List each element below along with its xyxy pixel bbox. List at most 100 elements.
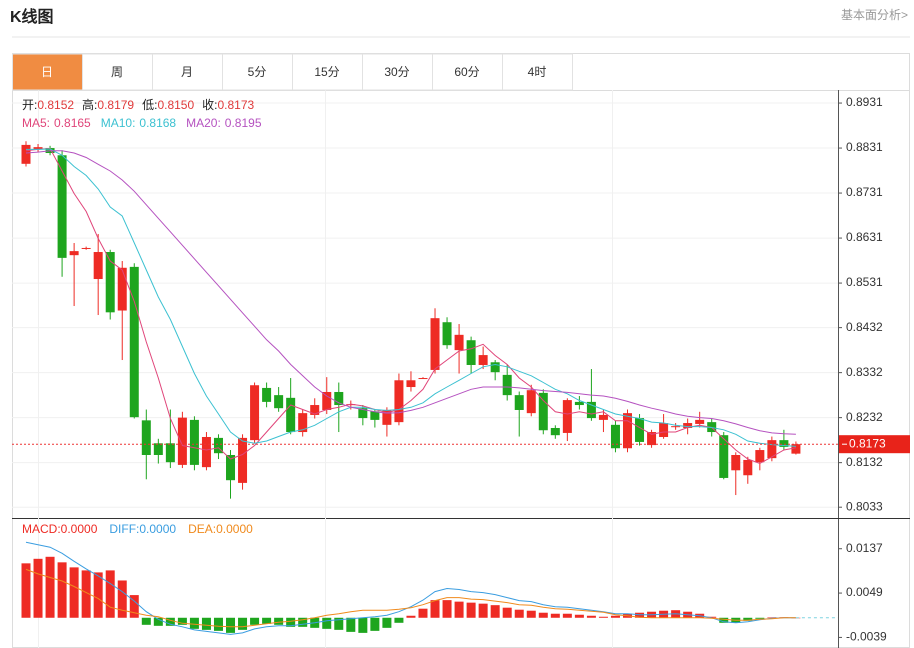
macd-bar: [538, 612, 548, 618]
macd-bar: [442, 600, 452, 618]
tab-label[interactable]: 60分: [454, 65, 479, 79]
macd-line: [25, 568, 796, 628]
macd-bar: [586, 615, 596, 618]
candle-body: [767, 440, 777, 459]
candle-body: [574, 401, 584, 406]
tab-label[interactable]: 月: [181, 65, 193, 79]
tab[interactable]: [292, 53, 363, 91]
legend-name: DEA:: [188, 522, 216, 536]
last-price-label: 0.8173: [849, 436, 886, 450]
candle-body: [538, 392, 548, 431]
y-tick-label: 0.8232: [846, 410, 883, 424]
legend-value: 0.8165: [54, 116, 91, 130]
candle-body: [274, 395, 284, 409]
legend-value: 0.0000: [61, 522, 98, 536]
legend-value: 0.8168: [139, 116, 176, 130]
candle-body: [695, 419, 705, 424]
y-tick-label: 0.0137: [846, 541, 883, 555]
macd-bar: [81, 570, 91, 618]
candle-body: [755, 450, 765, 463]
candle-body: [623, 413, 632, 449]
ma-legend: MA5: 0.8165 MA10: 0.8168 MA20: 0.8195: [22, 116, 262, 130]
macd-bar: [743, 617, 753, 621]
macd-line: [25, 541, 796, 635]
legend-value: 0.0000: [139, 522, 176, 536]
tab-label[interactable]: 4时: [528, 65, 547, 79]
info-label: 收:: [202, 98, 217, 112]
candle-body: [647, 432, 657, 446]
macd-bar: [262, 617, 272, 624]
candle-body: [635, 418, 645, 442]
macd-bar: [430, 600, 440, 618]
macd-bar: [33, 558, 43, 618]
candle-body: [105, 252, 115, 313]
candle-body: [731, 454, 741, 471]
macd-bar: [490, 605, 500, 618]
candle-body: [478, 355, 488, 365]
tab-label[interactable]: 30分: [384, 65, 409, 79]
tab[interactable]: [152, 53, 223, 91]
tab[interactable]: [12, 53, 83, 91]
info-value: 0.8152: [37, 98, 74, 112]
y-tick-label: 0.8931: [846, 95, 883, 109]
candle-body: [358, 408, 368, 419]
macd-bar: [286, 617, 296, 627]
macd-bar: [562, 613, 572, 618]
macd-bar: [755, 617, 765, 619]
tab-label[interactable]: 日: [41, 65, 53, 79]
tab-label[interactable]: 5分: [248, 65, 267, 79]
candle-body: [550, 427, 560, 436]
candle-body: [129, 266, 139, 418]
macd-bar: [177, 617, 187, 625]
macd-bar: [274, 617, 284, 625]
y-tick-label: 0.8132: [846, 455, 883, 469]
candle-body: [719, 435, 729, 478]
macd-bar: [298, 617, 308, 627]
candle-body: [310, 405, 320, 415]
macd-bar: [598, 616, 608, 618]
candle-body: [117, 267, 127, 311]
macd-bar: [514, 609, 524, 618]
candle-body: [394, 380, 404, 423]
tab[interactable]: [82, 53, 153, 91]
macd-bar: [418, 608, 428, 618]
candle-body: [238, 437, 248, 483]
macd-bar: [45, 556, 55, 618]
candle-body: [189, 419, 199, 465]
candle-body: [81, 247, 91, 249]
y-tick-label: 0.8432: [846, 320, 883, 334]
macd-bar: [105, 570, 115, 618]
macd-bar: [358, 617, 368, 633]
macd-bar: [153, 617, 163, 626]
candle-body: [490, 362, 500, 373]
y-tick-label: 0.8631: [846, 230, 883, 244]
candle-body: [683, 423, 693, 428]
info-value: 0.8150: [157, 98, 194, 112]
candle-body: [562, 400, 572, 433]
macd-bar: [382, 617, 392, 628]
y-tick-label: 0.8332: [846, 365, 883, 379]
candle-body: [502, 374, 512, 396]
tab-label[interactable]: 15分: [314, 65, 339, 79]
fundamentals-link[interactable]: 基本面分析>: [841, 8, 908, 22]
legend-name: DIFF:: [109, 522, 139, 536]
macd-bar: [165, 617, 175, 626]
tab[interactable]: [502, 53, 573, 91]
page-title: K线图: [10, 7, 54, 26]
candle-body: [93, 252, 103, 280]
y-tick-label: 0.8531: [846, 275, 883, 289]
info-label: 高:: [82, 97, 97, 112]
legend-name: MA20:: [186, 116, 221, 130]
macd-bar: [334, 617, 344, 630]
candle-body: [791, 444, 801, 454]
macd-bar: [21, 563, 31, 618]
y-tick-label: 0.8033: [846, 499, 883, 513]
macd-bar: [57, 562, 67, 618]
macd-bar: [767, 617, 777, 618]
candle-body: [153, 443, 163, 455]
candle-body: [779, 440, 789, 447]
macd-bar: [574, 614, 584, 618]
macd-bar: [117, 580, 127, 618]
tab-label[interactable]: 周: [111, 65, 123, 79]
macd-bar: [370, 617, 380, 631]
